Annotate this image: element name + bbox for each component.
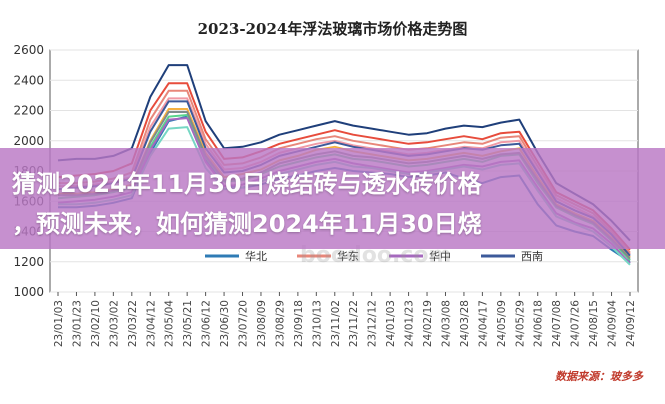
x-tick-label: 23/06/12	[201, 300, 213, 347]
legend-label: 西南	[521, 250, 543, 263]
series-line-1	[57, 64, 631, 242]
x-tick-label: 23/03/22	[127, 300, 139, 347]
x-tick-label: 23/11/02	[330, 300, 342, 347]
x-tick-label: 23/12/12	[367, 300, 379, 347]
x-tick-label: 23/09/18	[293, 300, 305, 347]
legend-label: 华中	[429, 249, 451, 263]
x-tick-label: 23/11/22	[348, 300, 360, 347]
x-tick-label: 24/02/19	[422, 300, 434, 347]
x-tick-label: 24/03/08	[440, 300, 452, 347]
x-tick-label: 24/07/26	[570, 300, 582, 347]
x-tick-label: 24/01/23	[404, 300, 416, 347]
x-tick-label: 24/09/04	[607, 300, 619, 347]
y-tick-label: 2400	[13, 73, 44, 87]
legend-label: 华东	[337, 249, 359, 263]
x-tick-label: 23/08/29	[274, 300, 286, 347]
x-tick-label: 23/02/10	[90, 300, 102, 347]
x-tick-label: 24/04/17	[477, 300, 489, 347]
chart-title: 2023-2024年浮法玻璃市场价格走势图	[197, 20, 468, 38]
x-tick-label: 23/01/03	[53, 300, 65, 347]
x-tick-label: 24/03/28	[459, 300, 471, 347]
x-tick-label: 24/06/18	[533, 300, 545, 347]
x-tick-label: 24/05/09	[496, 300, 508, 347]
x-tick-label: 23/01/23	[71, 300, 83, 347]
x-tick-label: 23/03/02	[108, 300, 120, 347]
x-tick-label: 23/06/30	[219, 300, 231, 347]
y-tick-label: 2600	[13, 43, 44, 57]
y-tick-label: 2000	[13, 134, 44, 148]
x-tick-label: 24/07/08	[551, 300, 563, 347]
x-tick-label: 24/09/12	[625, 300, 637, 347]
y-tick-label: 2200	[13, 104, 44, 118]
overlay-banner: 猜测2024年11月30日烧结砖与透水砖价格 ，预测未来，如何猜测2024年11…	[0, 148, 665, 249]
x-tick-label: 23/08/09	[256, 300, 268, 347]
x-tick-label: 23/05/04	[164, 300, 176, 347]
overlay-headline-line-2: ，预测未来，如何猜测2024年11月30日烧	[12, 210, 482, 238]
x-tick-label: 23/04/12	[145, 300, 157, 347]
y-tick-label: 1200	[13, 255, 44, 269]
x-tick-label: 23/10/13	[311, 300, 323, 347]
legend-label: 华北	[245, 249, 267, 263]
overlay-headline-line-1: 猜测2024年11月30日烧结砖与透水砖价格	[12, 170, 482, 198]
x-tick-label: 24/08/15	[588, 300, 600, 347]
x-tick-label: 24/01/03	[385, 300, 397, 347]
x-tick-label: 24/05/29	[514, 300, 526, 347]
x-tick-label: 23/05/21	[182, 300, 194, 347]
x-tick-label: 23/07/20	[238, 300, 250, 347]
y-tick-label: 1000	[13, 285, 44, 299]
source-note: 数据来源：玻多多	[555, 370, 643, 383]
